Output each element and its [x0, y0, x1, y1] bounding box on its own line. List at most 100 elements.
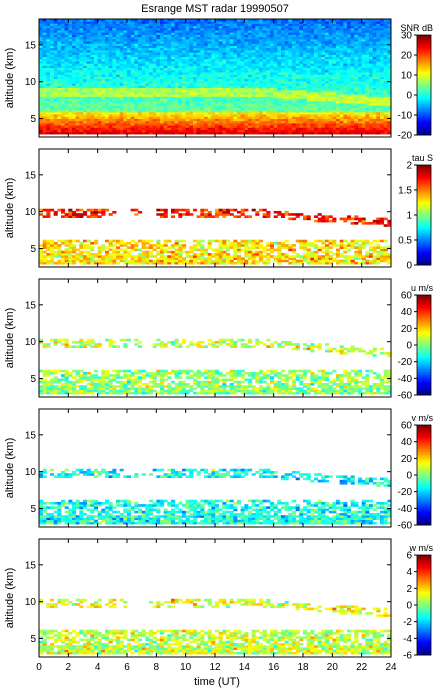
heatmap-cell — [196, 129, 201, 133]
heatmap-cell — [310, 76, 315, 80]
heatmap-cell — [134, 87, 139, 91]
heatmap-cell — [207, 107, 212, 111]
heatmap-cell — [380, 76, 385, 80]
heatmap-cell — [127, 47, 132, 51]
heatmap-cell — [365, 122, 370, 126]
heatmap-cell — [306, 49, 311, 53]
heatmap-cell — [112, 56, 117, 60]
heatmap-cell — [317, 27, 322, 31]
heatmap-cell — [134, 76, 139, 80]
heatmap-cell — [211, 78, 216, 82]
heatmap-cell — [119, 122, 124, 126]
heatmap-cell — [328, 34, 333, 38]
heatmap-cell — [383, 32, 388, 35]
heatmap-cell — [134, 94, 139, 97]
heatmap-cell — [218, 21, 223, 24]
heatmap-cell — [160, 43, 165, 46]
heatmap-cell — [306, 32, 311, 35]
heatmap-cell — [160, 87, 165, 91]
heatmap-cell — [233, 111, 238, 115]
heatmap-cell — [174, 98, 179, 102]
heatmap-cell — [141, 122, 146, 126]
heatmap-cell — [152, 131, 157, 135]
heatmap-cell — [240, 83, 245, 86]
heatmap-cell — [237, 107, 242, 111]
heatmap-cell — [380, 83, 385, 86]
heatmap-cell — [306, 111, 311, 115]
heatmap-cell — [83, 63, 88, 66]
heatmap-cell — [138, 125, 143, 128]
heatmap-cell — [196, 25, 201, 29]
heatmap-cell — [336, 109, 341, 113]
heatmap-cell — [292, 92, 297, 95]
heatmap-cell — [226, 72, 231, 75]
heatmap-cell — [259, 118, 264, 122]
heatmap-cell — [215, 131, 220, 135]
heatmap-cell — [53, 105, 58, 108]
heatmap-cell — [237, 65, 242, 69]
heatmap-cell — [101, 25, 106, 29]
heatmap-cell — [174, 100, 179, 104]
heatmap-cell — [332, 125, 337, 128]
heatmap-cell — [75, 21, 80, 24]
heatmap-cell — [321, 54, 326, 58]
heatmap-cell — [156, 34, 161, 38]
heatmap-cell — [226, 96, 231, 100]
heatmap-cell — [226, 54, 231, 58]
heatmap-cell — [387, 118, 392, 122]
heatmap-cell — [350, 118, 355, 122]
heatmap-cell — [328, 114, 333, 117]
heatmap-cell — [226, 114, 231, 117]
heatmap-cell — [134, 127, 139, 131]
heatmap-cell — [251, 36, 256, 40]
heatmap-cell — [97, 120, 102, 124]
heatmap-cell — [75, 114, 80, 117]
heatmap-cell — [152, 114, 157, 117]
heatmap-cell — [39, 30, 44, 33]
heatmap-cell — [383, 41, 388, 44]
heatmap-cell — [270, 25, 275, 29]
heatmap-cell — [90, 107, 95, 111]
heatmap-cell — [193, 120, 198, 124]
heatmap-cell — [387, 127, 392, 131]
heatmap-cell — [167, 103, 172, 106]
heatmap-cell — [251, 47, 256, 51]
heatmap-cell — [347, 58, 352, 62]
heatmap-cell — [339, 120, 344, 124]
heatmap-cell — [119, 105, 124, 108]
heatmap-cell — [130, 131, 135, 135]
heatmap-cell — [292, 120, 297, 124]
heatmap-cell — [328, 92, 333, 95]
heatmap-cell — [380, 52, 385, 55]
heatmap-cell — [255, 25, 260, 29]
heatmap-cell — [116, 94, 121, 97]
heatmap-cell — [233, 65, 238, 69]
heatmap-cell — [233, 105, 238, 108]
heatmap-cell — [369, 116, 374, 119]
heatmap-cell — [211, 76, 216, 80]
heatmap-cell — [68, 114, 73, 117]
heatmap-cell — [185, 58, 190, 62]
heatmap-cell — [127, 100, 132, 104]
heatmap-cell — [185, 109, 190, 113]
heatmap-cell — [152, 61, 157, 64]
heatmap-cell — [237, 120, 242, 124]
heatmap-cell — [68, 27, 73, 31]
heatmap-cell — [83, 109, 88, 113]
heatmap-cell — [105, 80, 110, 84]
heatmap-cell — [46, 76, 51, 80]
heatmap-cell — [369, 41, 374, 44]
heatmap-cell — [336, 98, 341, 102]
heatmap-cell — [189, 32, 194, 35]
heatmap-cell — [112, 129, 117, 133]
heatmap-cell — [167, 105, 172, 108]
heatmap-cell — [233, 98, 238, 102]
heatmap-cell — [303, 120, 308, 124]
heatmap-cell — [149, 111, 154, 115]
heatmap-cell — [108, 125, 113, 128]
heatmap-cell — [332, 54, 337, 58]
heatmap-cell — [321, 49, 326, 53]
heatmap-cell — [185, 122, 190, 126]
heatmap-cell — [152, 89, 157, 93]
heatmap-cell — [182, 98, 187, 102]
